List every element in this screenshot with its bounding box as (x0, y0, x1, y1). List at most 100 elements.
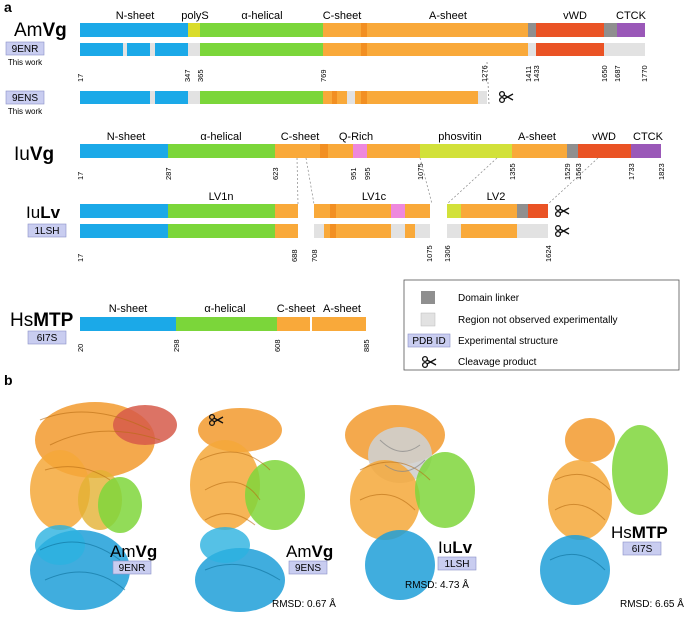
iuvg-seg-csheet (275, 144, 353, 158)
struct1-pdb-text: 9ENR (119, 563, 146, 574)
amvg-tick-347: 347 (183, 69, 192, 82)
legend-box (403, 279, 680, 371)
iuvg-tick-995: 995 (363, 167, 372, 180)
iulv-bar (80, 204, 548, 218)
lv-seg-dark (330, 204, 336, 218)
pdb-badge-9ens (5, 90, 45, 105)
hsmtp-domain-labels: N-sheet α-helical C-sheet A-sheet (109, 303, 361, 315)
lv-seg-linker (517, 204, 528, 218)
structure-iulv-1lsh (345, 405, 475, 600)
iuvg-name: IuVg (14, 144, 54, 165)
lv-seg-qrich (391, 204, 405, 218)
cleavage-icon-1lsh (554, 224, 570, 238)
iuvg-seg-nsheet (80, 144, 168, 158)
amvg-label-csheet: C-sheet (323, 10, 362, 22)
hsmtp-name-prefix: Hs (10, 310, 33, 331)
struct1-name: AmVg (110, 542, 157, 561)
struct4-name: HsMTP (611, 523, 668, 542)
enr-gap3 (528, 43, 536, 56)
ens-seg-helical (200, 91, 323, 104)
amvg-bar (80, 23, 645, 37)
amvg-label-nsheet: N-sheet (116, 10, 155, 22)
iulv-label-lv1n: LV1n (209, 191, 234, 203)
struct2-rmsd: RMSD: 0.67 Å (272, 597, 336, 610)
pdb-9enr-text: 9ENR (12, 44, 39, 55)
struct2-name: AmVg (286, 542, 333, 561)
panel-a-label: a (4, 0, 12, 15)
iuvg-seg-vwd (578, 144, 631, 158)
iulv-name-prefix: Iu (26, 203, 40, 222)
iuvg-label-csheet: C-sheet (281, 131, 320, 143)
mtp-seg-gap (310, 317, 312, 331)
legend-text-experimental: Experimental structure (458, 336, 558, 347)
iuvg-tick-1355: 1355 (508, 163, 517, 180)
amvg-seg-vwd (536, 23, 604, 37)
iuvg-seg-helical (168, 144, 275, 158)
iuvg-label-helical: α-helical (200, 131, 241, 143)
amvg-tick-1687: 1687 (613, 65, 622, 82)
structure-hsmtp-6i7s (540, 418, 668, 605)
amvg-seg-linker1 (528, 23, 536, 37)
mtp-seg-helical (176, 317, 277, 331)
pdb-1lsh-text: 1LSH (34, 226, 59, 237)
ens-gap1 (150, 91, 155, 104)
enr-gap2 (150, 43, 155, 56)
lsh-dark (330, 224, 336, 238)
amvg-label-vwd: vWD (563, 10, 587, 22)
enr-seg-sheets (323, 43, 528, 56)
legend-text-linker: Domain linker (458, 293, 520, 304)
hsmtp-tick-20: 20 (76, 344, 85, 352)
structure-amvg-9ens (190, 408, 305, 612)
lsh-seg-lv1n-end (275, 224, 298, 238)
enr-seg-dark (361, 43, 367, 56)
panel-b-label: b (4, 372, 13, 388)
lv-seg-lv1n-end (275, 204, 298, 218)
iuvg-iulv-connectors (296, 157, 599, 205)
pdb-badge-1lsh (27, 223, 67, 238)
hsmtp-tick-608: 608 (273, 339, 282, 352)
mtp-seg-nsheet (80, 317, 176, 331)
hsmtp-name: HsMTP (10, 310, 74, 331)
iuvg-tick-287: 287 (164, 167, 173, 180)
lsh-gap4 (447, 224, 461, 238)
iuvg-seg-asheet (512, 144, 567, 158)
this-work-1: This work (8, 58, 43, 67)
iulv-tick-1306: 1306 (443, 245, 452, 262)
struct2-name-bold: Vg (312, 542, 334, 561)
amvg-seg-helical (200, 23, 323, 37)
cleavage-icon-9ens (498, 90, 514, 104)
legend-swatch-pdb (407, 333, 451, 348)
iulv-label-lv2: LV2 (487, 191, 506, 203)
enr-seg-nsheet (80, 43, 188, 56)
legend-text-unobserved: Region not observed experimentally (458, 315, 618, 326)
struct3-name-prefix: Iu (438, 538, 452, 557)
structure-amvg-9enr (30, 402, 177, 610)
lsh-seg-nsheet (80, 224, 168, 238)
iulv-tick-17: 17 (76, 254, 85, 262)
struct3-pdb-text: 1LSH (444, 559, 469, 570)
hsmtp-ticks: 20 298 608 885 (76, 339, 371, 352)
hsmtp-tick-298: 298 (172, 339, 181, 352)
iuvg-tick-1823: 1823 (657, 163, 666, 180)
mtp-seg-sheets (277, 317, 366, 331)
iuvg-seg-ctck (631, 144, 661, 158)
legend-swatch-unobserved (420, 312, 436, 327)
legend-pdb-id: PDB ID (412, 336, 445, 347)
iuvg-label-qrich: Q-Rich (339, 131, 373, 143)
legend-swatch-linker (421, 291, 435, 304)
hsmtp-label-asheet: A-sheet (323, 303, 361, 315)
iuvg-seg-mid (367, 144, 420, 158)
amvg-tick-1770: 1770 (640, 65, 649, 82)
struct1-name-prefix: Am (110, 542, 136, 561)
amvg-seg-linker2 (604, 23, 617, 37)
struct3-pdb-badge (437, 556, 477, 571)
struct1-name-bold: Vg (136, 542, 158, 561)
amvg-tick-1650: 1650 (600, 65, 609, 82)
amvg-label-helical: α-helical (241, 10, 282, 22)
ens-seg-nsheet (80, 91, 188, 104)
amvg-name: AmVg (14, 20, 67, 41)
amvg-9ens-bar (80, 91, 487, 104)
enr-seg-vwd (536, 43, 604, 56)
amvg-tick-769: 769 (319, 69, 328, 82)
